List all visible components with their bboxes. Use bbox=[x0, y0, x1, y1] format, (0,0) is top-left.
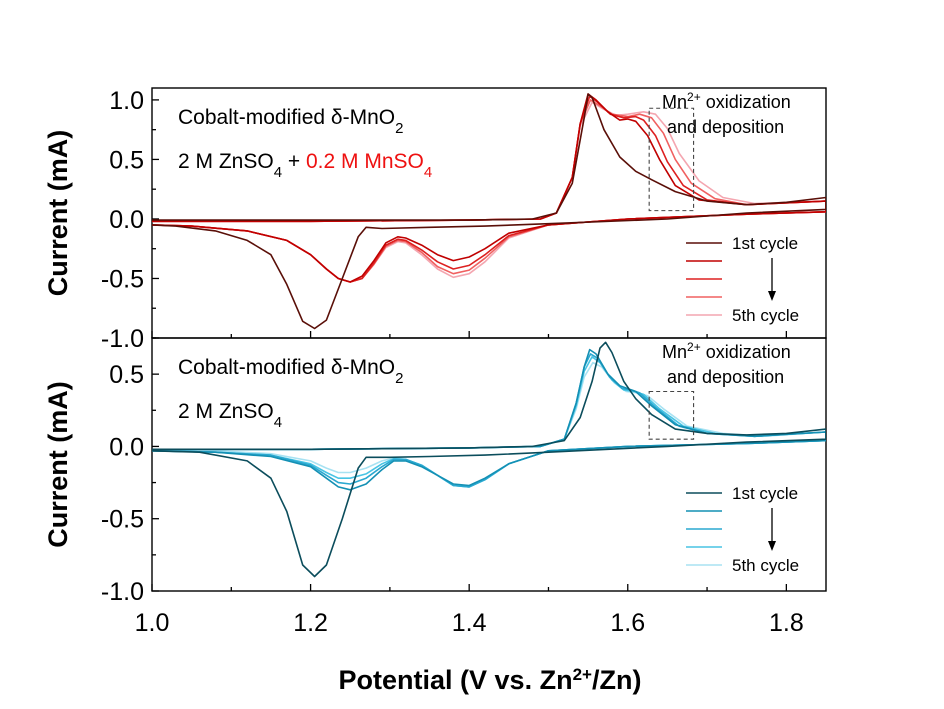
panel-annotation-electrolyte: 2 M ZnSO4 + 0.2 M MnSO4 bbox=[178, 150, 432, 181]
inset-label-line1: Mn2+ oxidization bbox=[662, 340, 791, 362]
legend-last-label: 5th cycle bbox=[732, 306, 799, 325]
annotation-subscript: 2 bbox=[395, 370, 403, 387]
x-axis: 1.0 1.2 1.4 1.6 1.8 Potential (V vs. Zn2+/Zn) bbox=[135, 609, 804, 695]
x-tick-label: 1.2 bbox=[293, 609, 328, 637]
x-axis-title: Potential (V vs. Zn2+/Zn) bbox=[339, 665, 642, 696]
annotation-text: Cobalt-modified δ-MnO bbox=[178, 356, 395, 379]
inset-superscript: 2+ bbox=[687, 340, 701, 354]
annotation-text: 2 M ZnSO bbox=[178, 400, 274, 423]
bottom-panel: -1.0 -0.5 0.0 0.5 Current (mA) Cobalt-modifie… bbox=[43, 337, 827, 606]
y-axis-title: Current (mA) bbox=[43, 381, 73, 548]
annotation-text: Cobalt-modified δ-MnO bbox=[178, 106, 395, 129]
x-tick-label: 1.0 bbox=[135, 609, 170, 637]
y-tick-label: 0.0 bbox=[109, 206, 144, 234]
legend-first-label: 1st cycle bbox=[732, 484, 798, 503]
x-tick-label: 1.4 bbox=[452, 609, 487, 637]
curves-group bbox=[152, 341, 826, 578]
y-tick-label: 0.5 bbox=[109, 146, 144, 174]
inset-label-line1: Mn2+ oxidization bbox=[662, 90, 791, 112]
highlight-box bbox=[648, 390, 695, 440]
annotation-text: 2 M ZnSO bbox=[178, 150, 274, 173]
y-tick-label: 1.0 bbox=[109, 87, 144, 115]
y-tick-label: -0.5 bbox=[101, 265, 144, 293]
inset-text: oxidization bbox=[701, 342, 791, 362]
y-tick-label: 0.0 bbox=[109, 433, 144, 461]
x-axis-title-superscript: 2+ bbox=[573, 665, 592, 684]
inset-text: Mn bbox=[662, 342, 687, 362]
inset-label-line2: and deposition bbox=[667, 117, 784, 137]
y-tick-label: 0.5 bbox=[109, 361, 144, 389]
inset-text: Mn bbox=[662, 92, 687, 112]
legend-arrow-head bbox=[768, 291, 776, 301]
top-panel: -1.0 -0.5 0.0 0.5 1.0 Current (mA) Cobalt-modi… bbox=[43, 87, 827, 353]
cv-curve bbox=[152, 348, 826, 491]
panel-frame bbox=[151, 337, 827, 592]
annotation-subscript: 2 bbox=[395, 120, 403, 137]
y-tick-label: -1.0 bbox=[101, 325, 144, 353]
annotation-subscript: 4 bbox=[274, 414, 282, 431]
inset-label-line2: and deposition bbox=[667, 367, 784, 387]
inset-text: oxidization bbox=[701, 92, 791, 112]
panel-annotation-title: Cobalt-modified δ-MnO2 bbox=[178, 356, 403, 387]
highlight-box bbox=[648, 107, 695, 212]
x-axis-title-text: Potential (V vs. Zn bbox=[339, 665, 573, 695]
x-tick-label: 1.8 bbox=[769, 609, 804, 637]
y-tick-label: -0.5 bbox=[101, 506, 144, 534]
curves-group bbox=[152, 93, 826, 330]
x-tick-label: 1.6 bbox=[610, 609, 645, 637]
legend-arrow-head bbox=[768, 541, 776, 551]
inset-superscript: 2+ bbox=[687, 90, 701, 104]
y-tick-label: -1.0 bbox=[101, 578, 144, 606]
annotation-subscript: 4 bbox=[274, 164, 282, 181]
legend-last-label: 5th cycle bbox=[732, 556, 799, 575]
annotation-subscript: 4 bbox=[424, 164, 432, 181]
x-axis-title-text: /Zn) bbox=[592, 665, 641, 695]
cv-curve bbox=[152, 341, 826, 578]
panel-annotation-electrolyte: 2 M ZnSO4 bbox=[178, 400, 282, 431]
panel-annotation-title: Cobalt-modified δ-MnO2 bbox=[178, 106, 403, 137]
legend-first-label: 1st cycle bbox=[732, 234, 798, 253]
annotation-additive: 0.2 M MnSO bbox=[306, 150, 424, 173]
annotation-plus: + bbox=[282, 150, 306, 173]
y-axis-title: Current (mA) bbox=[43, 130, 73, 297]
cv-curve bbox=[152, 93, 826, 330]
